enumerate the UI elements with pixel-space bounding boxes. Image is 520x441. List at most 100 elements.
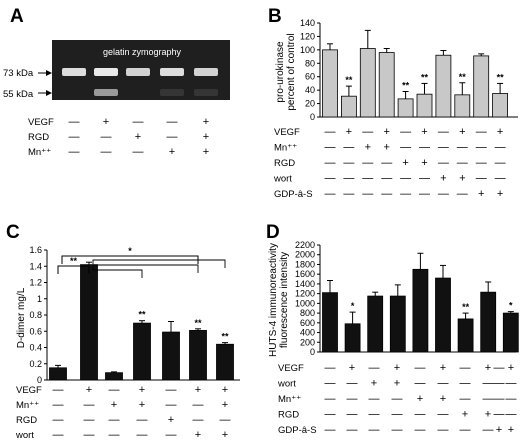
bar: [492, 93, 509, 118]
condition-mark: —: [69, 131, 80, 143]
y-tick-label: 1400: [295, 279, 315, 289]
condition-mark: —: [476, 142, 487, 154]
condition-label: Mn⁺⁺: [274, 143, 297, 154]
condition-mark: —: [133, 116, 144, 128]
condition-mark: +: [203, 116, 209, 128]
bar: [322, 49, 338, 118]
condition-mark: —: [460, 378, 471, 390]
condition-mark: —: [362, 173, 373, 185]
condition-mark: —: [193, 399, 204, 411]
condition-mark: —: [137, 429, 148, 441]
y-tick-label: 0: [310, 347, 315, 357]
condition-label: GDP-â-S: [274, 189, 313, 200]
condition-label: Mn⁺⁺: [16, 400, 39, 411]
condition-mark: +: [459, 173, 465, 185]
condition-label: Mn⁺⁺: [278, 394, 301, 405]
significance-label: **: [194, 318, 202, 328]
bar: [133, 322, 151, 381]
condition-mark: —: [438, 424, 449, 436]
condition-label: VEGF: [278, 363, 304, 374]
condition-mark: +: [485, 362, 491, 374]
condition-mark: —: [460, 362, 471, 374]
significance-label: **: [497, 72, 505, 82]
marker-73kda-arrowhead: [46, 70, 52, 76]
condition-mark: —: [495, 173, 506, 185]
bracket-label: **: [70, 256, 78, 266]
condition-mark: —: [415, 362, 426, 374]
condition-mark: —: [325, 173, 336, 185]
condition-mark: —: [494, 378, 505, 390]
condition-mark: —: [438, 378, 449, 390]
condition-mark: —: [438, 142, 449, 154]
chart-b: 0 20 40 60 80 100 120 140 pro-urokinase percent o…: [275, 18, 518, 122]
condition-mark: —: [506, 393, 517, 405]
condition-label: RGD: [274, 158, 295, 169]
condition-mark: —: [84, 399, 95, 411]
condition-mark: +: [440, 173, 446, 185]
y-tick-label: 120: [300, 31, 315, 41]
y-axis-label: HUTS-4 immunoreactivity: [268, 243, 279, 357]
condition-label: VEGF: [16, 385, 42, 396]
condition-mark: —: [362, 126, 373, 138]
y-axis-label: fluorescence intensity: [279, 252, 290, 348]
chart-d: 0200400600800100012001400160018002000220…: [268, 240, 519, 357]
significance-label: **: [402, 80, 410, 90]
bar: [435, 54, 452, 118]
condition-mark: —: [494, 393, 505, 405]
bracket-label: *: [128, 246, 132, 256]
condition-mark: —: [400, 142, 411, 154]
condition-mark: +: [497, 188, 503, 200]
y-tick-label: 1: [37, 294, 42, 304]
condition-mark: +: [222, 384, 228, 396]
gel-bands: [62, 68, 218, 96]
condition-mark: +: [478, 188, 484, 200]
condition-table-a: VEGF — + — — + RGD — — + — + Mn⁺⁺ — — — + +: [28, 116, 209, 158]
condition-mark: +: [485, 409, 491, 421]
condition-label: VEGF: [274, 127, 300, 138]
bar: [457, 318, 474, 353]
condition-mark: —: [53, 414, 64, 426]
condition-mark: —: [483, 378, 494, 390]
condition-mark: —: [419, 188, 430, 200]
condition-mark: +: [417, 393, 423, 405]
significance-label: **: [459, 72, 467, 82]
bar: [344, 323, 361, 353]
y-tick-label: 1600: [295, 269, 315, 279]
condition-mark: —: [381, 157, 392, 169]
y-axis-label: pro-urokinase: [275, 41, 286, 103]
condition-mark: —: [494, 409, 505, 421]
condition-mark: +: [394, 378, 400, 390]
condition-mark: —: [506, 409, 517, 421]
condition-mark: —: [362, 188, 373, 200]
condition-mark: +: [402, 157, 408, 169]
bar: [412, 268, 429, 353]
condition-label: RGD: [28, 132, 49, 143]
condition-mark: +: [139, 399, 145, 411]
y-tick-label: 0: [37, 375, 42, 385]
gel-band-73kda: [194, 68, 218, 76]
y-tick-label: 40: [305, 85, 315, 95]
marker-55kda-arrowhead: [46, 90, 52, 96]
panel-a: A gelatin zymography 73 kDa 55 kDa VEGF —…: [3, 6, 230, 158]
condition-mark: —: [109, 384, 120, 396]
condition-mark: —: [220, 414, 231, 426]
condition-mark: +: [139, 384, 145, 396]
comparison-line: [92, 259, 226, 268]
condition-mark: +: [440, 393, 446, 405]
condition-mark: —: [166, 429, 177, 441]
y-tick-label: 0.6: [29, 326, 42, 336]
condition-mark: —: [109, 429, 120, 441]
y-tick-label: 1200: [295, 289, 315, 299]
condition-mark: —: [343, 157, 354, 169]
marker-55kda: 55 kDa: [3, 89, 34, 100]
panel-letter-a: A: [10, 6, 24, 27]
bar: [216, 343, 234, 381]
condition-mark: —: [457, 188, 468, 200]
condition-mark: +: [169, 146, 175, 158]
condition-table-d: VEGF — + — + — + — + — + wort — — + + — — — — — — Mn⁺⁺ — — — — + + — —…: [277, 362, 517, 436]
significance-label: *: [351, 301, 355, 311]
y-axis-label: percent of control: [286, 33, 297, 110]
marker-73kda: 73 kDa: [3, 68, 34, 79]
condition-label: wort: [15, 430, 34, 441]
condition-mark: —: [415, 378, 426, 390]
